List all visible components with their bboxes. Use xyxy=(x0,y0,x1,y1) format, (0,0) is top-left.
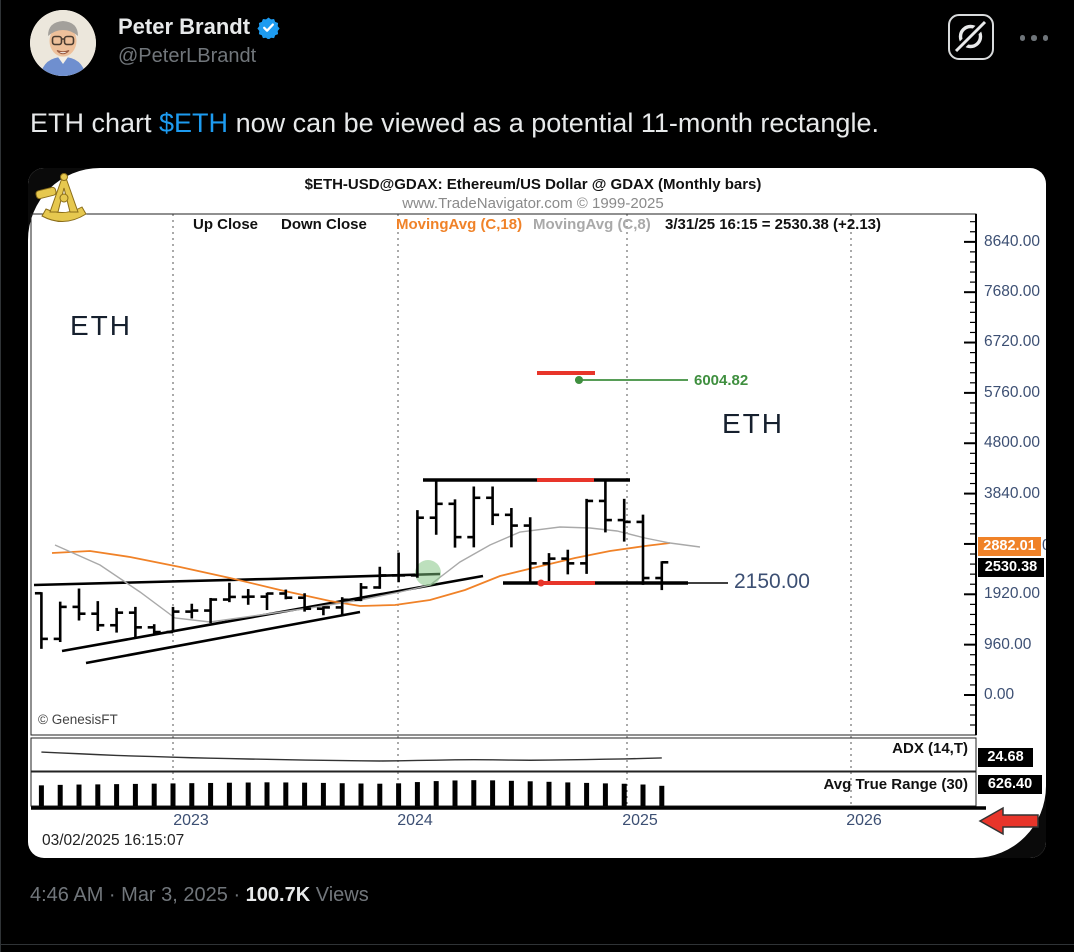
adx-value-badge: 24.68 xyxy=(978,748,1033,767)
grok-icon xyxy=(953,19,988,54)
atr-panel-label: Avg True Range (30) xyxy=(823,776,968,793)
display-name[interactable]: Peter Brandt xyxy=(118,14,251,39)
chart-copyright: © GenesisFT xyxy=(38,712,118,727)
x-tick-2026: 2026 xyxy=(846,812,882,829)
breakout-highlight xyxy=(415,560,441,586)
more-button[interactable] xyxy=(1010,26,1058,50)
legend-down-close: Down Close xyxy=(281,216,367,233)
y-tick-0: 0.00 xyxy=(984,686,1015,703)
target-price-label: 6004.82 xyxy=(694,372,749,389)
y-tick-7680: 7680.00 xyxy=(984,283,1041,300)
y-tick-3840: 3840.00 xyxy=(984,485,1041,502)
tweet-text-post: now can be viewed as a potential 11-mont… xyxy=(228,108,879,138)
avatar[interactable] xyxy=(30,10,96,76)
y-tick-5760: 5760.00 xyxy=(984,384,1041,401)
symbol-label-left: ETH xyxy=(70,310,132,341)
grok-button[interactable] xyxy=(948,14,994,60)
tweet-text: ETH chart $ETH now can be viewed as a po… xyxy=(30,106,1040,140)
legend-movingavg-18: MovingAvg (C,18) xyxy=(396,216,523,233)
adx-panel-label: ADX (14,T) xyxy=(892,740,968,757)
x-tick-2024: 2024 xyxy=(397,812,433,829)
last-quote-readout: 3/31/25 16:15 = 2530.38 (+2.13) xyxy=(665,216,882,233)
x-tick-2025: 2025 xyxy=(622,812,658,829)
timestamp: 4:46 AM · Mar 3, 2025 · xyxy=(30,884,246,906)
overlapped-axis-digit: 0 xyxy=(1042,537,1046,555)
verified-badge-icon xyxy=(257,16,280,39)
cashtag-link[interactable]: $ETH xyxy=(159,108,229,138)
tradenavigator-logo xyxy=(35,173,87,222)
price-chart-canvas xyxy=(28,168,1046,858)
avatar-illustration xyxy=(30,10,96,76)
y-tick-4800: 4800.00 xyxy=(984,434,1041,451)
legend-up-close: Up Close xyxy=(193,216,259,233)
symbol-label-right: ETH xyxy=(722,408,784,439)
user-handle[interactable]: @PeterLBrandt xyxy=(118,45,257,67)
legend-movingavg-8: MovingAvg (C,8) xyxy=(533,216,651,233)
tweet-text-pre: ETH chart xyxy=(30,108,160,138)
scroll-left-arrow-icon xyxy=(978,806,1039,836)
last-price-badge: 2530.38 xyxy=(978,558,1044,577)
card-corner-bottomright xyxy=(974,786,1046,858)
ma18-price-badge: 2882.01 xyxy=(978,537,1041,556)
card-corner-topleft xyxy=(28,168,100,240)
views-count: 100.7K xyxy=(245,884,311,906)
column-border xyxy=(0,0,1,952)
chart-generated-timestamp: 03/02/2025 16:15:07 xyxy=(42,832,185,849)
chart-title: $ETH-USD@GDAX: Ethereum/US Dollar @ GDAX… xyxy=(304,176,762,193)
y-tick-1920: 1920.00 xyxy=(984,585,1041,602)
chart-subtitle: www.TradeNavigator.com © 1999-2025 xyxy=(402,195,664,212)
post-divider xyxy=(0,944,1074,945)
y-tick-8640: 8640.00 xyxy=(984,233,1041,250)
y-tick-6720: 6720.00 xyxy=(984,333,1041,350)
tweet-footer: 4:46 AM · Mar 3, 2025 · 100.7K Views xyxy=(30,884,369,907)
atr-value-badge: 626.40 xyxy=(978,775,1042,794)
chart-image[interactable]: $ETH-USD@GDAX: Ethereum/US Dollar @ GDAX… xyxy=(28,168,1046,858)
rectangle-bottom-price-label: 2150.00 xyxy=(734,570,810,593)
x-tick-2023: 2023 xyxy=(173,812,209,829)
y-tick-960: 960.00 xyxy=(984,636,1032,653)
views-label: Views xyxy=(310,884,369,906)
